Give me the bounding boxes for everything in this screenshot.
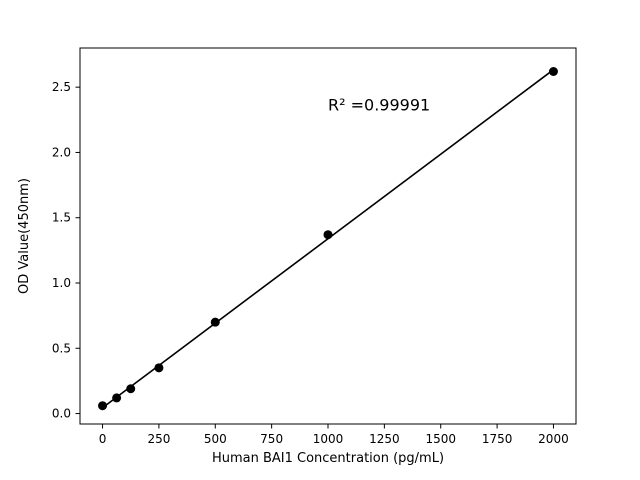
x-axis-title: Human BAI1 Concentration (pg/mL): [212, 451, 444, 466]
y-tick-label: 1.5: [52, 211, 71, 225]
x-tick-label: 0: [99, 432, 107, 446]
data-point-6: [548, 67, 558, 76]
r-squared-label: R² =0.99991: [328, 96, 430, 115]
x-tick-label: 1500: [425, 432, 456, 446]
data-point-3: [154, 363, 164, 373]
data-point-5: [323, 230, 333, 240]
x-tick-label: 750: [260, 432, 283, 446]
x-tick-label: 2000: [538, 432, 569, 446]
data-point-4: [210, 317, 220, 327]
x-tick-label: 250: [147, 432, 170, 446]
data-point-0: [98, 401, 108, 411]
y-tick-label: 2.0: [52, 145, 71, 159]
y-tick-label: 0.5: [52, 341, 71, 355]
data-point-1: [112, 393, 122, 403]
y-tick-label: 1.0: [52, 276, 71, 290]
y-axis-title: OD Value(450nm): [17, 178, 32, 294]
x-tick-label: 1750: [482, 432, 513, 446]
y-tick-label: 2.5: [52, 80, 71, 94]
x-tick-label: 500: [204, 432, 227, 446]
data-point-2: [126, 384, 136, 394]
x-tick-label: 1250: [369, 432, 400, 446]
x-tick-label: 1000: [313, 432, 344, 446]
y-tick-label: 0.0: [52, 407, 71, 421]
